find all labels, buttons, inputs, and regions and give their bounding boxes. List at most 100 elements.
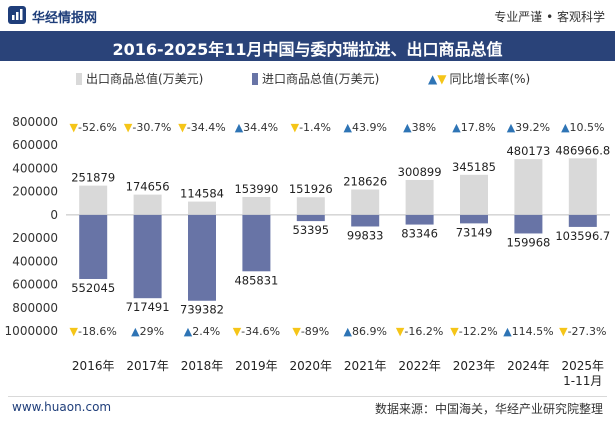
export-growth-label: ▲39.2%	[507, 121, 550, 134]
logo-icon	[8, 6, 26, 24]
import-bar	[568, 214, 597, 227]
import-growth-label: ▲29%	[131, 325, 164, 338]
export-bar	[568, 158, 597, 215]
export-growth-label: ▼-34.4%	[178, 121, 225, 134]
import-value-label: 485831	[234, 273, 278, 287]
import-growth-label: ▲114.5%	[503, 325, 553, 338]
export-bar	[296, 197, 325, 215]
legend-import-label: 进口商品总值(万美元)	[262, 72, 380, 86]
legend: 出口商品总值(万美元) 进口商品总值(万美元) ▲▼ 同比增长率(%)	[0, 68, 615, 90]
y-tick-label: 0	[50, 208, 58, 222]
import-value-label: 103596.7	[555, 229, 610, 243]
import-bar	[460, 214, 488, 224]
import-bar	[351, 214, 380, 227]
export-bar	[460, 174, 488, 215]
export-growth-label: ▼-1.4%	[291, 121, 331, 134]
y-tick-label: 200000	[12, 231, 58, 245]
export-growth-label: ▼-52.6%	[70, 121, 117, 134]
x-tick-label: 2024年	[507, 359, 550, 373]
export-value-label: 218626	[343, 175, 387, 189]
import-bar	[242, 214, 271, 272]
x-tick-label: 2017年	[126, 359, 169, 373]
import-growth-label: ▼-89%	[292, 325, 329, 338]
export-growth-label: ▲34.4%	[235, 121, 278, 134]
x-tick-label: 2019年	[235, 359, 278, 373]
x-tick-label: 2023年	[453, 359, 496, 373]
site-url: www.huaon.com	[12, 400, 112, 414]
y-tick-label: 800000	[12, 301, 58, 315]
export-bar	[188, 201, 216, 215]
chart-title: 2016-2025年11月中国与委内瑞拉进、出口商品总值	[112, 40, 503, 59]
import-value-label: 73149	[456, 225, 493, 239]
chart-plot: 800000 600000 400000 200000 0 200000 400000 600…	[5, 115, 611, 388]
x-tick-label: 2020年	[290, 359, 333, 373]
x-tick-label: 1-11月	[563, 374, 602, 388]
import-value-label: 83346	[401, 227, 438, 241]
export-growth-label: ▼-30.7%	[124, 121, 171, 134]
legend-up-triangle-icon: ▲	[428, 72, 438, 86]
y-tick-label: 600000	[12, 138, 58, 152]
export-bar	[351, 189, 380, 215]
export-value-label: 114584	[180, 187, 224, 201]
legend-down-triangle-icon: ▼	[437, 72, 447, 86]
footer-divider	[8, 396, 607, 397]
export-value-label: 300899	[398, 165, 442, 179]
export-bar	[405, 179, 434, 215]
export-bar	[133, 194, 162, 215]
export-value-label: 174656	[126, 180, 170, 194]
import-value-label: 552045	[71, 281, 115, 295]
y-tick-label: 800000	[12, 115, 58, 129]
import-bar	[296, 214, 325, 222]
tagline: 专业严谨 • 客观科学	[494, 10, 605, 24]
import-value-label: 53395	[293, 223, 330, 237]
import-value-label: 717491	[126, 300, 170, 314]
export-growth-label: ▲10.5%	[561, 121, 604, 134]
import-growth-label: ▼-16.2%	[396, 325, 443, 338]
legend-export-label: 出口商品总值(万美元)	[86, 72, 204, 86]
export-value-label: 345185	[452, 160, 496, 174]
legend-export-swatch	[76, 73, 82, 85]
import-growth-label: ▼-18.6%	[70, 325, 117, 338]
export-bar	[79, 185, 108, 215]
brand-name: 华经情报网	[32, 11, 98, 26]
import-value-label: 99833	[347, 228, 384, 242]
import-bar	[133, 214, 162, 299]
title-bar: 2016-2025年11月中国与委内瑞拉进、出口商品总值	[0, 31, 615, 61]
import-growth-label: ▲2.4%	[184, 325, 220, 338]
import-value-label: 739382	[180, 303, 224, 317]
export-value-label: 486966.8	[555, 143, 610, 157]
export-bar	[242, 197, 271, 215]
legend-growth: ▲▼ 同比增长率(%)	[428, 70, 530, 87]
import-growth-label: ▼-27.3%	[559, 325, 606, 338]
export-value-label: 251879	[71, 171, 115, 185]
export-value-label: 153990	[234, 182, 278, 196]
import-bar	[188, 214, 216, 301]
export-growth-label: ▲17.8%	[452, 121, 495, 134]
y-tick-label: 200000	[12, 185, 58, 199]
export-value-label: 151926	[289, 182, 333, 196]
legend-import-swatch	[252, 73, 258, 85]
legend-export: 出口商品总值(万美元)	[76, 70, 203, 87]
y-tick-label: 1000000	[5, 324, 58, 338]
import-bar	[405, 214, 434, 225]
y-tick-label: 400000	[12, 254, 58, 268]
export-value-label: 480173	[506, 144, 550, 158]
data-source: 数据来源：中国海关，华经产业研究院整理	[374, 402, 603, 416]
x-tick-label: 2018年	[181, 359, 224, 373]
import-bar	[79, 214, 108, 279]
y-tick-label: 400000	[12, 161, 58, 175]
export-growth-label: ▲38%	[403, 121, 436, 134]
legend-growth-label: 同比增长率(%)	[449, 72, 531, 86]
legend-import: 进口商品总值(万美元)	[252, 70, 379, 87]
footer: www.huaon.com 数据来源：中国海关，华经产业研究院整理	[0, 392, 615, 427]
import-growth-label: ▼-12.2%	[450, 325, 497, 338]
y-tick-label: 600000	[12, 278, 58, 292]
import-growth-label: ▲86.9%	[343, 325, 386, 338]
x-tick-label: 2025年	[562, 359, 605, 373]
import-growth-label: ▼-34.6%	[233, 325, 280, 338]
export-bar	[514, 159, 543, 215]
x-tick-label: 2022年	[398, 359, 441, 373]
x-tick-label: 2016年	[72, 359, 115, 373]
import-bar	[514, 214, 543, 234]
x-tick-label: 2021年	[344, 359, 387, 373]
